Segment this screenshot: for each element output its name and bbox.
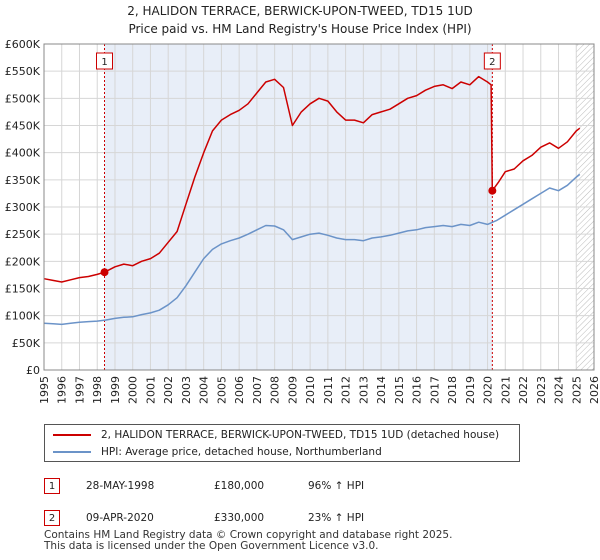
hpi-line [43,173,581,326]
legend-blue-label: HPI: Average price, detached house, Nort… [101,446,382,458]
y-tick-label: £600K [5,38,41,51]
sale-row-1: 1 28-MAY-1998 £180,000 96% ↑ HPI [44,478,584,510]
x-tick-label: 2019 [464,376,477,404]
title-line-1: 2, HALIDON TERRACE, BERWICK-UPON-TWEED, … [127,4,473,18]
x-tick-label: 2006 [233,376,246,404]
plot-frame [43,43,595,371]
x-tick-label: 2014 [375,376,388,404]
sale-price: £330,000 [214,512,265,524]
sale-label-text: 1 [101,57,107,68]
sale-label-2: 2 [483,52,501,70]
x-tick-label: 2008 [269,376,282,404]
x-tick-label: 2018 [446,376,459,404]
sale-number-badge: 2 [44,510,60,526]
price-chart: 1 2 £0 £50K £100K £150K £200K £250K £300K £350K £… [5,38,600,404]
y-tick-label: £100K [5,310,41,323]
sale-label-box [96,52,113,70]
x-tick-label: 2017 [428,376,441,404]
chart-title: 2, HALIDON TERRACE, BERWICK-UPON-TWEED, … [0,2,600,38]
legend-red-swatch [53,434,91,436]
footer: Contains HM Land Registry data © Crown c… [44,530,594,552]
legend-blue-swatch [53,451,91,453]
footer-line-2: This data is licensed under the Open Gov… [44,540,379,552]
legend-item-hpi: HPI: Average price, detached house, Nort… [53,444,382,460]
y-tick-label: £150K [5,283,41,296]
y-tick-label: £50K [12,337,41,350]
x-tick-label: 2013 [357,376,370,404]
property-price-line [43,75,581,283]
x-tick-label: 1995 [38,376,51,404]
y-tick-label: £0 [26,364,40,377]
x-tick-label: 2009 [286,376,299,404]
sale-point [488,186,497,195]
x-tick-label: 2023 [535,376,548,404]
y-tick-label: £250K [5,228,41,241]
x-tick-label: 2002 [162,376,175,404]
x-tick-label: 2012 [340,376,353,404]
y-tick-label: £500K [5,92,41,105]
legend-red-label: 2, HALIDON TERRACE, BERWICK-UPON-TWEED, … [101,429,500,441]
sale-hpi-change: 96% ↑ HPI [308,480,365,492]
x-tick-label: 2015 [393,376,406,404]
sale-date: 09-APR-2020 [86,512,154,524]
x-tick-label: 2001 [144,376,157,404]
x-tick-label: 2011 [322,376,335,404]
x-tick-label: 2003 [180,376,193,404]
x-tick-label: 2025 [570,376,583,404]
sale-price: £180,000 [214,480,265,492]
sale-label-box [483,52,501,70]
y-tick-label: £300K [5,201,41,214]
y-tick-label: £400K [5,147,41,160]
y-tick-label: £550K [5,65,41,78]
y-tick-label: £200K [5,255,41,268]
x-tick-label: 2026 [588,376,600,404]
sale-row-2: 2 09-APR-2020 £330,000 23% ↑ HPI [44,510,584,542]
x-tick-label: 1999 [109,376,122,404]
title-line-2: Price paid vs. HM Land Registry's House … [128,22,472,36]
x-tick-label: 1998 [91,376,104,404]
x-tick-label: 2010 [304,376,317,404]
x-tick-label: 2005 [215,376,228,404]
x-tick-label: 1997 [73,376,86,404]
sale-label-text: 2 [489,57,495,68]
footer-line-1: Contains HM Land Registry data © Crown c… [44,529,453,541]
x-tick-label: 2004 [198,376,211,404]
y-tick-label: £450K [5,120,41,133]
x-tick-label: 2022 [517,376,530,404]
y-tick-label: £350K [5,174,41,187]
sales-table: 1 28-MAY-1998 £180,000 96% ↑ HPI 2 09-AP… [44,478,584,542]
sale-label-1: 1 [96,52,113,70]
legend: 2, HALIDON TERRACE, BERWICK-UPON-TWEED, … [44,424,520,462]
sale-point [100,268,109,277]
x-tick-label: 2021 [499,376,512,404]
x-tick-label: 2000 [127,376,140,404]
sale-number-badge: 1 [44,478,60,494]
sale-date: 28-MAY-1998 [86,480,155,492]
x-tick-label: 2020 [482,376,495,404]
x-tick-label: 2007 [251,376,264,404]
legend-item-property: 2, HALIDON TERRACE, BERWICK-UPON-TWEED, … [53,427,499,443]
x-tick-label: 2024 [553,376,566,404]
x-tick-label: 1996 [56,376,69,404]
x-tick-label: 2016 [411,376,424,404]
sale-hpi-change: 23% ↑ HPI [308,512,365,524]
